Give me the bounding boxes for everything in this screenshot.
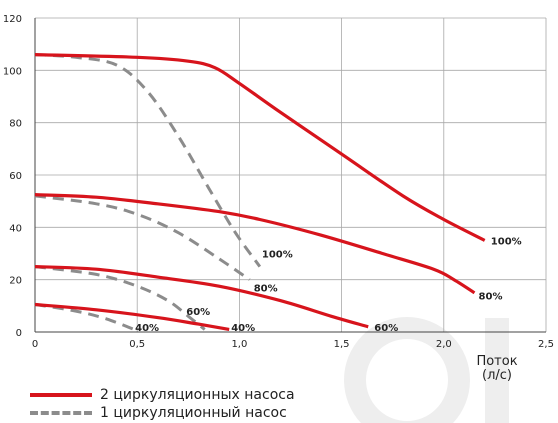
x-axis-title-line: Поток xyxy=(476,354,517,369)
legend-swatch-double xyxy=(30,393,92,397)
y-tick-label: 80 xyxy=(9,119,22,130)
series-line-single-60 xyxy=(34,265,206,331)
series-line-single-80 xyxy=(34,194,251,281)
series-line-double-80 xyxy=(34,193,476,295)
legend-swatch-single xyxy=(30,411,92,415)
watermark-bar xyxy=(485,318,509,423)
x-axis-title-line: (л/с) xyxy=(482,368,512,383)
point-label-single-40: 40% xyxy=(135,323,159,334)
chart-grid xyxy=(34,17,547,333)
chart-point-labels: 100% 100% 80% 80% 60% 60% 40% 40% xyxy=(135,236,522,333)
x-tick-label: 2,0 xyxy=(436,339,452,350)
y-tick-label: 100 xyxy=(3,66,22,77)
legend-item-single: 1 циркуляционный насос xyxy=(30,404,295,422)
x-tick-label: 0,5 xyxy=(129,339,145,350)
series-line-double-40 xyxy=(34,302,230,331)
y-tick-label: 40 xyxy=(9,223,22,234)
x-axis-title: Поток (л/с) xyxy=(476,354,517,383)
y-tick-label: 60 xyxy=(9,171,22,182)
x-tick-label: 0 xyxy=(32,339,38,350)
point-label-single-60: 60% xyxy=(186,307,210,318)
y-tick-label: 20 xyxy=(9,276,22,287)
point-label-double-40: 40% xyxy=(231,323,255,334)
point-label-single-100: 100% xyxy=(262,250,293,261)
point-label-double-100: 100% xyxy=(491,236,522,247)
point-label-double-60: 60% xyxy=(374,323,398,334)
y-tick-label: 0 xyxy=(16,328,22,339)
point-label-double-80: 80% xyxy=(479,291,503,302)
series-line-double-60 xyxy=(34,265,369,329)
series-line-single-100 xyxy=(34,53,262,268)
x-tick-label: 2,5 xyxy=(538,339,554,350)
series-line-double-100 xyxy=(34,53,486,242)
legend-label-single: 1 циркуляционный насос xyxy=(100,405,287,421)
legend-item-double: 2 циркуляционных насоса xyxy=(30,386,295,404)
x-tick-label: 1,0 xyxy=(231,339,247,350)
y-tick-label: 120 xyxy=(3,14,22,25)
point-label-single-80: 80% xyxy=(254,284,278,295)
chart-axes: 0 0,5 1,0 1,5 2,0 2,5 0 20 40 60 80 100 120 Поток (л/с… xyxy=(3,14,554,383)
chart-legend: 2 циркуляционных насоса 1 циркуляционный… xyxy=(30,386,295,422)
watermark-ring xyxy=(344,317,470,423)
chart-series xyxy=(34,53,486,333)
legend-label-double: 2 циркуляционных насоса xyxy=(100,387,295,403)
brand-watermark xyxy=(344,317,509,423)
x-tick-label: 1,5 xyxy=(334,339,350,350)
